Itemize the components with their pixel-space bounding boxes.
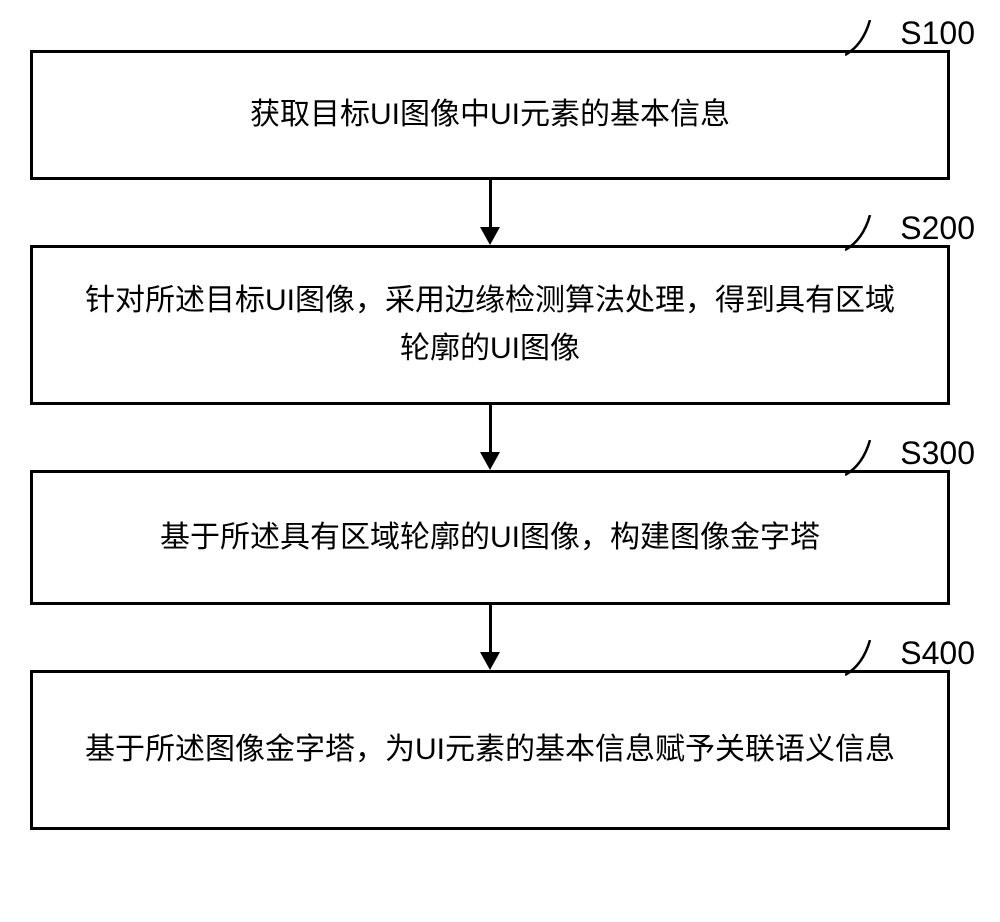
step-box-s400: 基于所述图像金字塔，为UI元素的基本信息赋予关联语义信息 (30, 670, 950, 830)
arrow-s200-s300 (30, 405, 950, 470)
step-label-text: S200 (900, 210, 975, 246)
step-s300-container: S300 基于所述具有区域轮廓的UI图像，构建图像金字塔 (30, 470, 970, 605)
step-label-text: S300 (900, 435, 975, 471)
step-box-s300: 基于所述具有区域轮廓的UI图像，构建图像金字塔 (30, 470, 950, 605)
step-label-text: S100 (900, 15, 975, 51)
step-text: 针对所述目标UI图像，采用边缘检测算法处理，得到具有区域轮廓的UI图像 (73, 277, 907, 373)
arrow-head-icon (480, 452, 500, 470)
step-box-s100: 获取目标UI图像中UI元素的基本信息 (30, 50, 950, 180)
arrow-s300-s400 (30, 605, 950, 670)
label-curve-s300 (845, 440, 885, 480)
arrow-s100-s200 (30, 180, 950, 245)
step-label-s100: S100 (900, 15, 975, 52)
label-curve-s100 (845, 20, 885, 60)
arrow-line (489, 180, 492, 230)
step-s100-container: S100 获取目标UI图像中UI元素的基本信息 (30, 50, 970, 180)
step-label-s200: S200 (900, 210, 975, 247)
step-label-s300: S300 (900, 435, 975, 472)
step-label-s400: S400 (900, 635, 975, 672)
label-curve-s400 (845, 640, 885, 680)
step-text: 基于所述图像金字塔，为UI元素的基本信息赋予关联语义信息 (85, 726, 895, 774)
step-label-text: S400 (900, 635, 975, 671)
arrow-head-icon (480, 227, 500, 245)
flowchart-container: S100 获取目标UI图像中UI元素的基本信息 S200 针对所述目标UI图像，… (30, 50, 970, 830)
arrow-line (489, 605, 492, 655)
step-s400-container: S400 基于所述图像金字塔，为UI元素的基本信息赋予关联语义信息 (30, 670, 970, 830)
step-box-s200: 针对所述目标UI图像，采用边缘检测算法处理，得到具有区域轮廓的UI图像 (30, 245, 950, 405)
label-curve-s200 (845, 215, 885, 255)
arrow-line (489, 405, 492, 455)
step-text: 基于所述具有区域轮廓的UI图像，构建图像金字塔 (160, 514, 820, 562)
step-text: 获取目标UI图像中UI元素的基本信息 (250, 91, 730, 139)
arrow-head-icon (480, 652, 500, 670)
step-s200-container: S200 针对所述目标UI图像，采用边缘检测算法处理，得到具有区域轮廓的UI图像 (30, 245, 970, 405)
